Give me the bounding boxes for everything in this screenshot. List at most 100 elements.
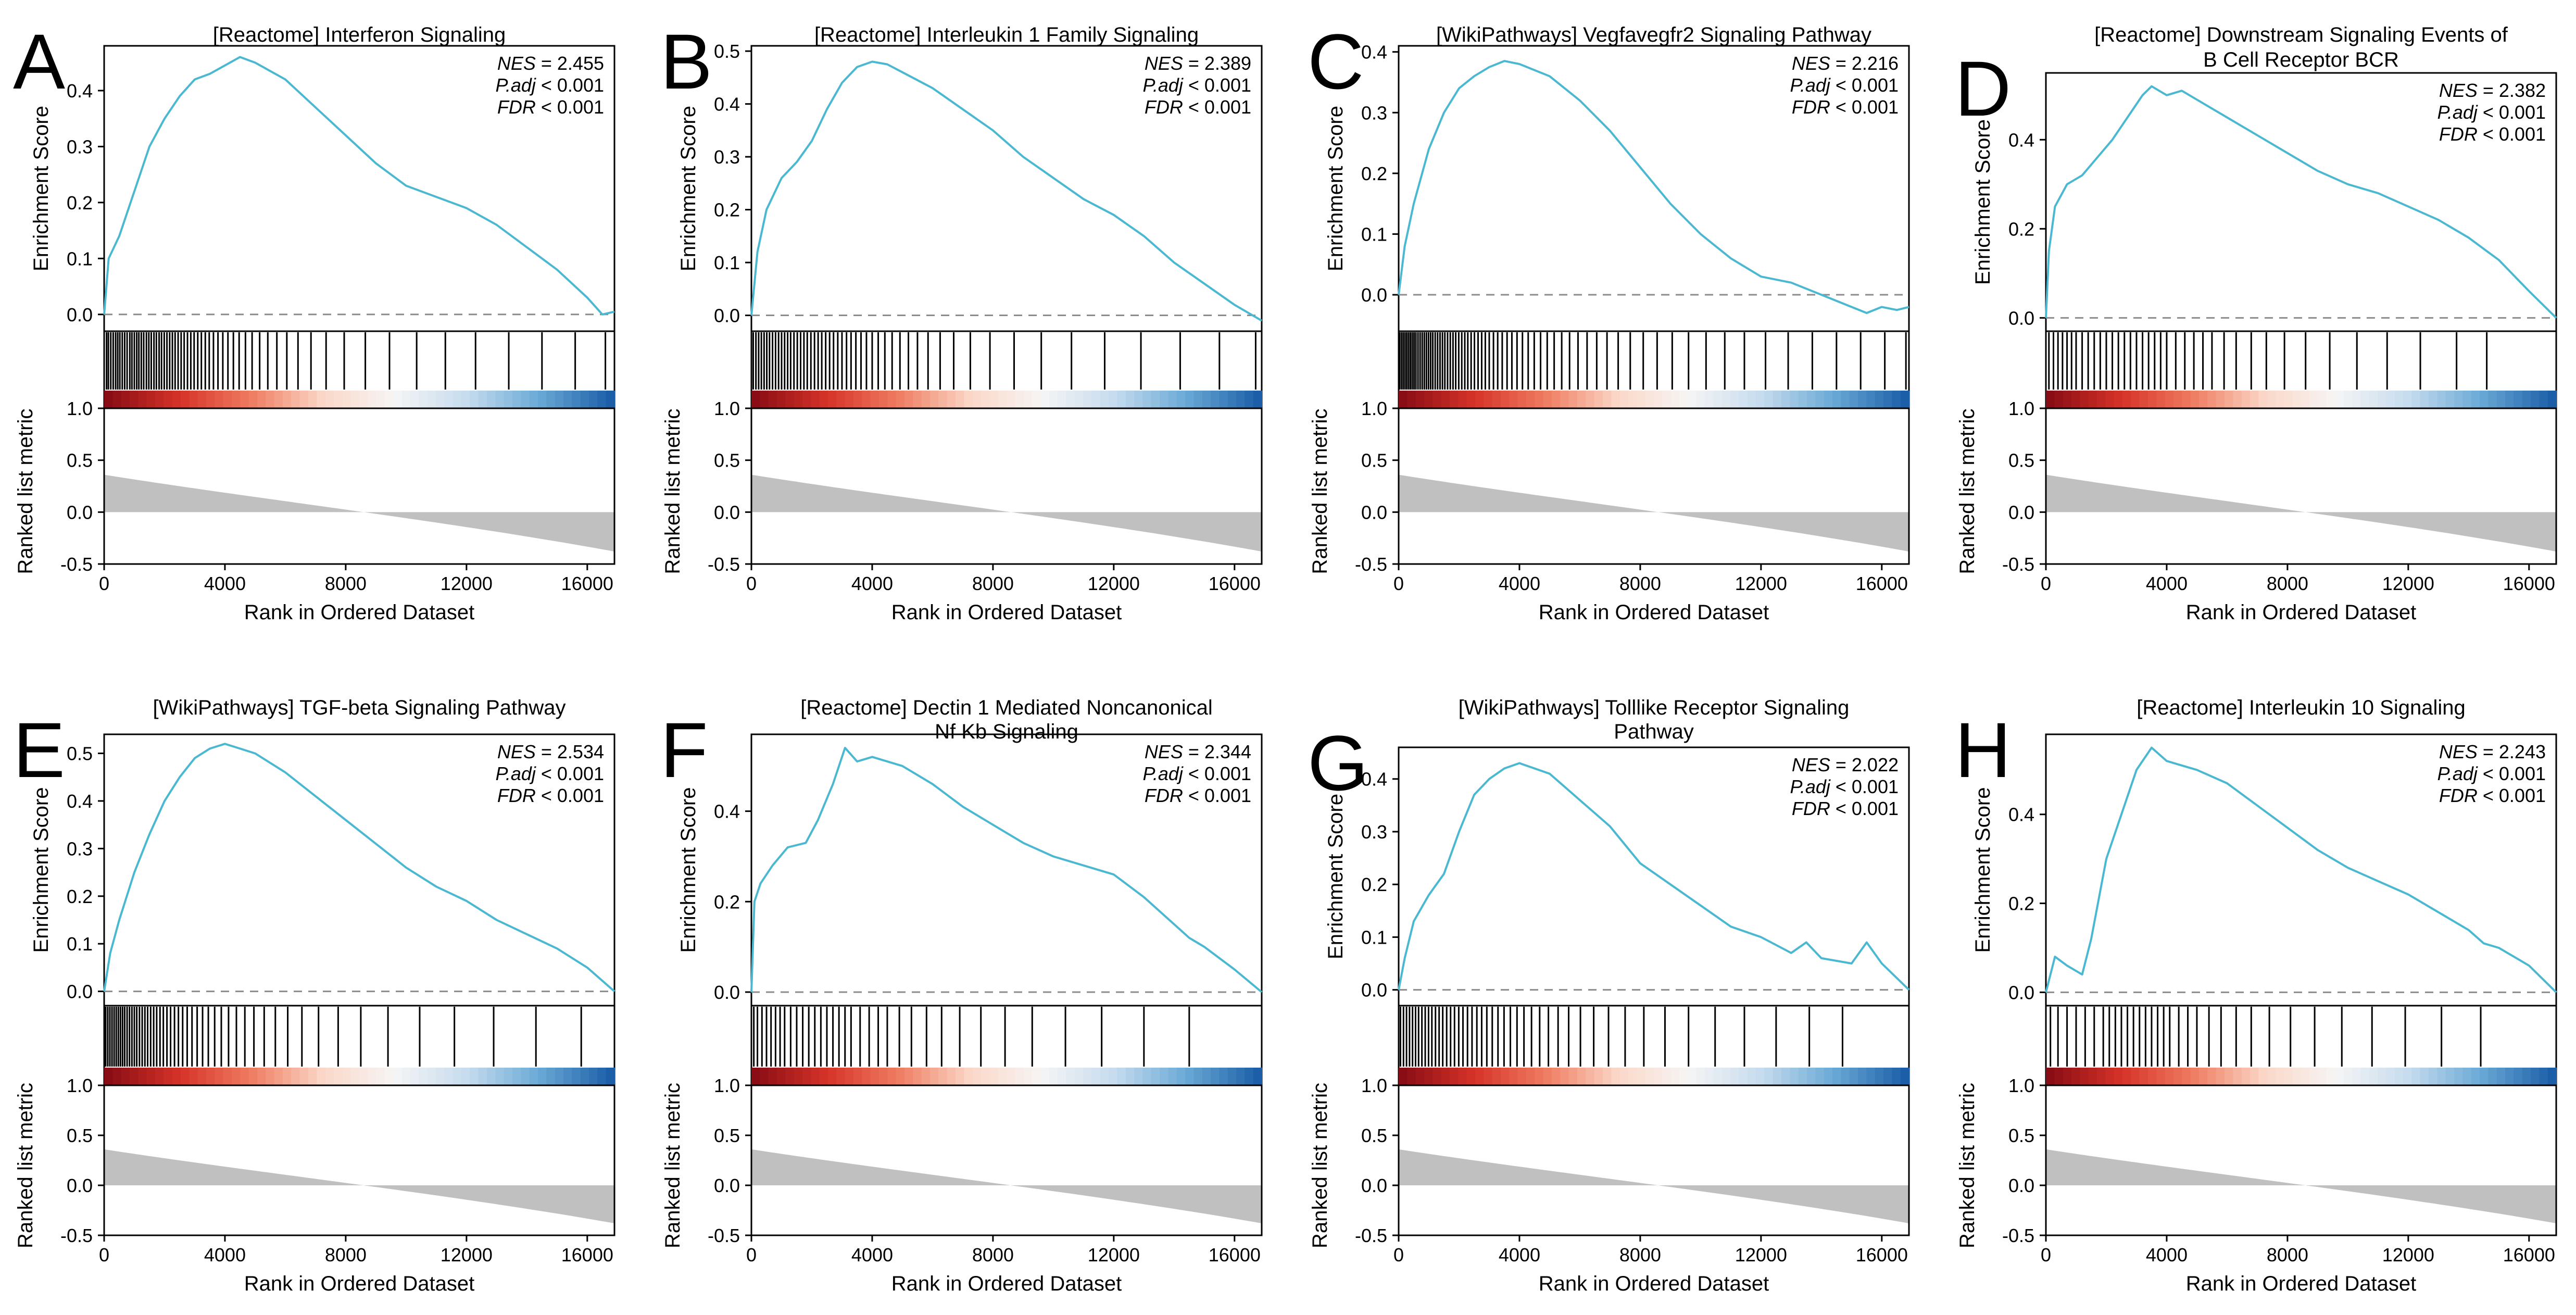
heat-cell xyxy=(1875,1068,1884,1085)
heat-cell xyxy=(794,1068,803,1085)
heat-cell xyxy=(1662,391,1672,408)
heat-cell xyxy=(1109,391,1118,408)
panel-letter: B xyxy=(660,18,712,105)
heat-cell xyxy=(2190,1068,2200,1085)
heat-cell xyxy=(427,1068,436,1085)
heat-cell xyxy=(887,1068,897,1085)
metric-axes-frame xyxy=(750,407,1263,565)
heat-cell xyxy=(317,1068,326,1085)
stat-label: NES xyxy=(2439,741,2478,762)
heat-cell xyxy=(368,391,377,408)
heat-cell xyxy=(879,391,888,408)
heat-cell xyxy=(1619,1068,1629,1085)
heat-cell xyxy=(1858,391,1867,408)
heat-cell xyxy=(1815,1068,1825,1085)
es-tick-label: 0.4 xyxy=(2008,129,2034,151)
heat-cell xyxy=(1236,391,1246,408)
heat-cell xyxy=(1117,391,1126,408)
heat-cell xyxy=(606,391,615,408)
metric-axes-frame xyxy=(1398,1084,1910,1236)
heat-cell xyxy=(572,391,581,408)
heat-cell xyxy=(1450,391,1459,408)
enrichment-score-curve xyxy=(1398,60,1909,314)
x-tick-label: 8000 xyxy=(1619,1244,1661,1266)
heat-cell xyxy=(580,391,589,408)
heat-cell xyxy=(1193,1068,1203,1085)
panel-h: H [Reactome] Interleukin 10 Signaling 0.0 0… xyxy=(1955,696,2557,1295)
es-tick-label: 0.1 xyxy=(1361,926,1387,948)
heat-cell xyxy=(1543,1068,1552,1085)
ranked-metric-area xyxy=(104,1149,614,1223)
x-tick-label: 4000 xyxy=(2146,1244,2188,1266)
panel-g: G [WikiPathways] Tolllike Receptor Signal… xyxy=(1308,696,1910,1295)
heat-cell xyxy=(1526,1068,1536,1085)
stat-nes: NES = 2.243 xyxy=(2439,741,2546,762)
heat-cell xyxy=(1015,391,1024,408)
heat-cell xyxy=(2156,391,2166,408)
heat-cell xyxy=(2496,391,2506,408)
heat-cell xyxy=(760,391,769,408)
heat-cell xyxy=(368,1068,377,1085)
heat-cell xyxy=(1227,1068,1237,1085)
heat-cell xyxy=(1245,1068,1254,1085)
metric-y-label: Ranked list metric xyxy=(1309,1083,1331,1248)
x-tick-label: 4000 xyxy=(1499,573,1540,594)
heat-cell xyxy=(2505,1068,2515,1085)
heat-cell xyxy=(2369,1068,2378,1085)
x-tick-label: 8000 xyxy=(972,1244,1014,1266)
panel-letter: D xyxy=(1955,45,2011,132)
metric-tick-label: -0.5 xyxy=(1355,1225,1387,1246)
stat-label: P.adj xyxy=(1142,763,1183,784)
heat-cell xyxy=(2071,391,2081,408)
heat-cell xyxy=(1670,391,1680,408)
heat-cell xyxy=(2267,391,2276,408)
heat-cell xyxy=(1091,391,1101,408)
metric-tick-label: -0.5 xyxy=(2002,1225,2034,1246)
metric-axes-frame xyxy=(2045,407,2557,565)
heat-cell xyxy=(2063,391,2072,408)
x-tick-label: 16000 xyxy=(1856,1244,1908,1266)
heat-cell xyxy=(2250,391,2259,408)
heat-cell xyxy=(768,391,777,408)
heat-cell xyxy=(2522,391,2531,408)
heat-cell xyxy=(504,1068,513,1085)
heat-cell xyxy=(359,391,369,408)
heat-cell xyxy=(274,391,283,408)
heat-cell xyxy=(819,1068,828,1085)
metric-axes-border xyxy=(2045,1084,2557,1236)
heat-cell xyxy=(1594,1068,1603,1085)
es-tick-label: 0.0 xyxy=(67,981,93,1003)
stat-fdr: FDR < 0.001 xyxy=(2439,123,2546,145)
heat-cell xyxy=(419,1068,428,1085)
heat-cell xyxy=(2080,1068,2089,1085)
heat-cell xyxy=(1100,1068,1109,1085)
heat-cell xyxy=(266,1068,275,1085)
heat-cell xyxy=(572,1068,581,1085)
heat-cell xyxy=(512,1068,522,1085)
metric-axes-frame xyxy=(2045,1084,2557,1236)
heat-cell xyxy=(2114,1068,2123,1085)
heat-cell xyxy=(1134,1068,1144,1085)
heat-cell xyxy=(1458,391,1467,408)
heat-cell xyxy=(1568,1068,1578,1085)
heat-cell xyxy=(1611,391,1620,408)
heat-cell xyxy=(1501,391,1510,408)
heat-cell xyxy=(1253,391,1262,408)
heat-cell xyxy=(487,391,496,408)
heat-cell xyxy=(1552,391,1561,408)
heat-cell xyxy=(1492,1068,1501,1085)
heat-cell xyxy=(470,1068,479,1085)
stat-value: < 0.001 xyxy=(1830,96,1899,118)
es-y-label: Enrichment Score xyxy=(1324,794,1347,959)
panel-title: [Reactome] Interferon Signaling xyxy=(213,23,506,46)
stat-fdr: FDR < 0.001 xyxy=(2439,785,2546,806)
metric-tick-label: -0.5 xyxy=(60,554,93,575)
heat-cell xyxy=(1866,391,1876,408)
panel-letter: F xyxy=(660,706,708,794)
heat-cell xyxy=(896,1068,905,1085)
heat-cell xyxy=(1168,1068,1177,1085)
metric-tick-label: 0.5 xyxy=(2008,1125,2034,1146)
es-y-label: Enrichment Score xyxy=(1971,119,1994,285)
stat-padj: P.adj < 0.001 xyxy=(1790,776,1899,797)
stat-value: = 2.022 xyxy=(1830,754,1899,775)
